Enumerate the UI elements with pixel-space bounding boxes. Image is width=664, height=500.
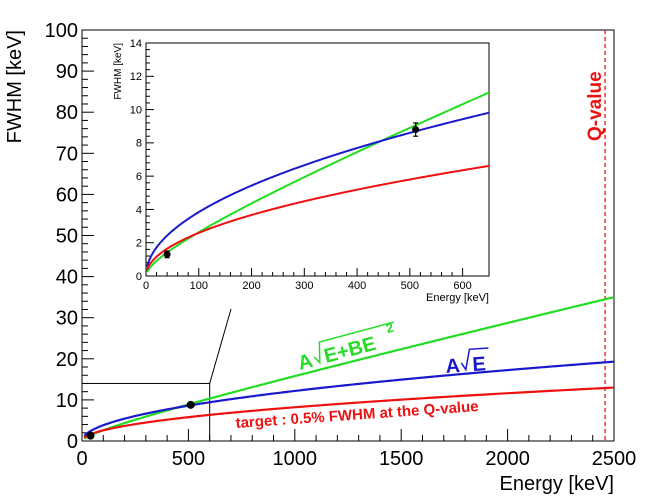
inset-axis-ticks — [145, 42, 464, 277]
x-tick-label: 400 — [348, 280, 366, 292]
data-point — [163, 250, 171, 258]
data-point — [86, 431, 95, 440]
x-tick-label: 500 — [172, 448, 205, 470]
y-tick-label: 8 — [136, 138, 142, 150]
green-label-coefficient: A — [296, 350, 316, 375]
y-tick-label: 2 — [136, 238, 142, 250]
inset-curve-red — [146, 164, 490, 271]
x-tick-label: 1000 — [273, 448, 318, 470]
y-tick-label: 90 — [56, 61, 78, 83]
y-tick-label: 12 — [130, 71, 142, 83]
green-label-exponent: 2 — [384, 320, 395, 336]
y-tick-label: 0 — [136, 271, 142, 283]
main-curve-blue — [83, 360, 615, 437]
y-tick-label: 30 — [56, 308, 78, 330]
y-tick-label: 40 — [56, 267, 78, 289]
y-axis-title: FWHM [keV] — [4, 30, 26, 143]
inset-plot-frame — [145, 42, 490, 277]
inset-axis-tick-labels: 0 100 200 300 400 500 600 0 2 4 6 8 10 12 14 — [130, 38, 472, 292]
x-tick-label: 2000 — [485, 448, 530, 470]
blue-curve-label: A E — [445, 347, 489, 378]
green-curve-label: A E+BE 2 — [296, 320, 396, 375]
data-point — [186, 400, 195, 409]
main-data-points — [86, 400, 195, 440]
y-tick-label: 80 — [56, 102, 78, 124]
x-tick-label: 1500 — [379, 448, 424, 470]
y-tick-label: 4 — [136, 204, 142, 216]
x-tick-label: 100 — [190, 280, 208, 292]
x-tick-label: 300 — [295, 280, 313, 292]
y-tick-label: 6 — [136, 171, 142, 183]
inset-y-axis-title: FWHM [keV] — [113, 43, 124, 100]
y-tick-label: 60 — [56, 184, 78, 206]
inset-data-points — [163, 122, 420, 259]
x-tick-label: 2500 — [592, 448, 637, 470]
main-axis-tick-labels: 0 500 1000 1500 2000 250001020304050607080901… — [45, 20, 637, 470]
x-tick-label: 600 — [453, 280, 471, 292]
main-curve-red — [83, 386, 615, 439]
y-tick-label: 20 — [56, 349, 78, 371]
blue-label-radical-sign — [460, 347, 489, 372]
zoom-region-box — [81, 382, 211, 442]
zoom-connector-line — [209, 308, 232, 384]
y-tick-label: 10 — [56, 390, 78, 412]
main-axis-ticks — [81, 29, 615, 442]
x-tick-label: 200 — [242, 280, 260, 292]
inset-curve-green — [146, 91, 490, 273]
x-axis-title: Energy [keV] — [499, 473, 614, 495]
y-tick-label: 10 — [130, 104, 142, 116]
x-tick-label: 0 — [143, 280, 149, 292]
blue-label-radicand: E — [472, 353, 487, 376]
inset-x-axis-title: Energy [keV] — [426, 292, 489, 304]
x-tick-label: 500 — [401, 280, 419, 292]
q-value-label: Q-value — [585, 71, 606, 141]
y-tick-label: 100 — [45, 20, 78, 42]
inset-curve-blue — [146, 111, 490, 268]
data-point — [412, 126, 420, 134]
blue-label-coefficient: A — [445, 355, 461, 378]
y-tick-label: 50 — [56, 226, 78, 248]
y-tick-label: 70 — [56, 143, 78, 165]
y-tick-label: 0 — [67, 431, 78, 453]
y-tick-label: 14 — [130, 38, 142, 50]
x-tick-label: 0 — [76, 448, 87, 470]
green-label-radical-sign — [313, 321, 394, 365]
